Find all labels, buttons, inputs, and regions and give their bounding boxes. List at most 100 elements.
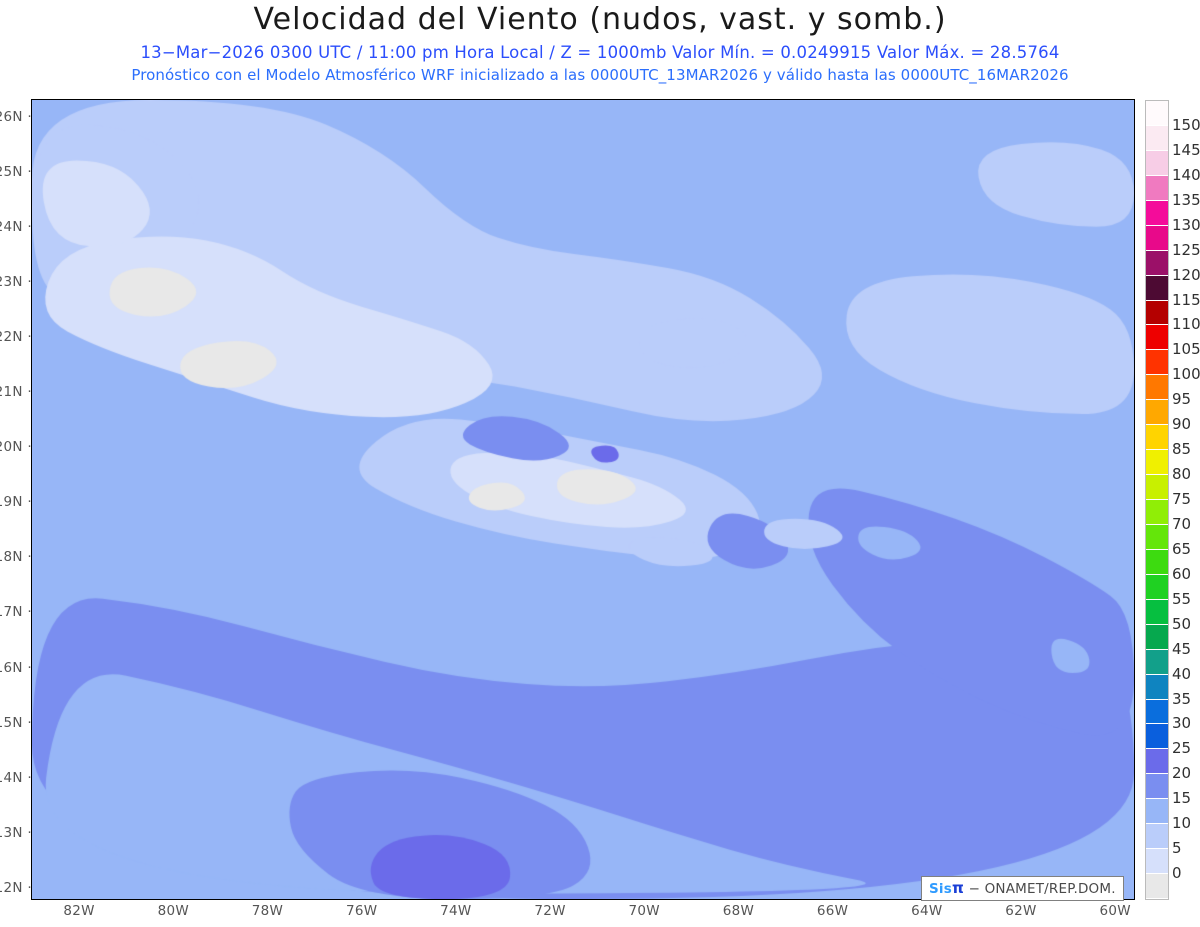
lon-tick-66W: 66W [816,903,849,919]
subtitle-model-info: Pronóstico con el Modelo Atmosférico WRF… [131,66,1069,84]
map-canvas [32,100,1134,899]
colorbar-cell [1146,175,1168,201]
colorbar-label-0: 0 [1172,864,1182,883]
colorbar-label-105: 105 [1172,340,1200,359]
lat-tick-21N: 21N · [0,384,32,401]
colorbar-cell [1146,450,1168,476]
colorbar-label-75: 75 [1172,490,1192,508]
colorbar-cell [1146,774,1168,800]
lat-tick-26N: 26N · [0,108,32,125]
colorbar-cell [1146,475,1168,500]
colorbar-label-20: 20 [1172,764,1192,783]
colorbar-label-120: 120 [1172,265,1200,284]
colorbar-label-140: 140 [1172,165,1200,184]
lat-tick-23N: 23N · [0,273,32,290]
colorbar-cell [1146,225,1168,251]
colorbar[interactable] [1145,100,1169,900]
colorbar-cell [1146,724,1168,750]
colorbar-label-15: 15 [1172,789,1192,808]
lat-tick-13N: 13N · [0,824,32,841]
lat-tick-19N: 19N · [0,494,32,511]
colorbar-label-110: 110 [1172,315,1200,334]
logo-org-text: ONAMET/REP.DOM. [984,881,1116,897]
lon-tick-70W: 70W [628,903,660,919]
colorbar-cell [1146,150,1168,176]
lat-tick-15N: 15N · [0,714,32,731]
logo-pi-icon: π [952,879,965,897]
map-plot-area[interactable] [31,99,1135,900]
provider-logo: Sisπ − ONAMET/REP.DOM. [921,876,1124,901]
lat-tick-22N: 22N · [0,328,32,345]
colorbar-cell [1146,400,1168,426]
colorbar-label-50: 50 [1172,614,1192,633]
colorbar-cell [1146,300,1168,326]
colorbar-label-145: 145 [1172,140,1200,159]
lon-tick-62W: 62W [1005,903,1037,919]
colorbar-label-90: 90 [1172,415,1192,434]
page-title: Velocidad del Viento (nudos, vast. y som… [253,2,947,37]
colorbar-label-115: 115 [1172,290,1200,309]
colorbar-cell [1146,674,1168,700]
colorbar-cell [1146,524,1168,550]
colorbar-label-85: 85 [1172,440,1192,459]
lat-tick-18N: 18N · [0,549,32,566]
colorbar-label-10: 10 [1172,814,1192,833]
colorbar-label-60: 60 [1172,564,1192,583]
colorbar-label-70: 70 [1172,514,1192,533]
colorbar-cell [1146,375,1168,401]
lon-tick-74W: 74W [440,903,472,919]
colorbar-label-80: 80 [1172,465,1192,484]
colorbar-label-30: 30 [1172,714,1192,733]
colorbar-cell [1146,500,1168,525]
colorbar-label-95: 95 [1172,390,1192,409]
lat-tick-25N: 25N · [0,163,32,180]
lat-tick-20N: 20N · [0,439,32,456]
colorbar-cell [1146,699,1168,725]
colorbar-cell [1146,125,1168,151]
colorbar-cell [1146,849,1168,875]
colorbar-label-100: 100 [1172,365,1200,384]
lat-tick-14N: 14N · [0,769,32,786]
colorbar-label-65: 65 [1172,539,1192,558]
colorbar-label-125: 125 [1172,240,1200,259]
lon-tick-76W: 76W [345,903,378,919]
subtitle-run-info: 13−Mar−2026 0300 UTC / 11:00 pm Hora Loc… [140,43,1060,62]
colorbar-cell [1146,275,1168,301]
colorbar-cell [1146,325,1168,351]
lat-tick-17N: 17N · [0,604,32,621]
lat-tick-24N: 24N · [0,218,32,235]
colorbar-label-130: 130 [1172,215,1200,234]
lat-tick-16N: 16N · [0,659,32,676]
colorbar-cell [1146,799,1168,825]
lon-tick-82W: 82W [63,903,95,919]
colorbar-cell [1146,200,1168,226]
colorbar-cell [1146,624,1168,650]
lon-tick-60W: 60W [1099,903,1131,919]
colorbar-cell [1146,649,1168,675]
logo-separator: − [964,881,985,897]
lon-tick-80W: 80W [157,903,189,919]
colorbar-label-55: 55 [1172,589,1192,608]
lon-tick-72W: 72W [534,903,566,919]
colorbar-label-150: 150 [1172,115,1200,134]
colorbar-label-40: 40 [1172,664,1192,683]
colorbar-cell [1146,425,1168,451]
colorbar-cell [1146,250,1168,276]
colorbar-cell [1146,599,1168,625]
lat-tick-12N: 12N · [0,879,32,896]
colorbar-cell [1146,549,1168,575]
colorbar-cell [1146,824,1168,850]
lon-tick-68W: 68W [722,903,755,919]
colorbar-label-5: 5 [1172,839,1182,858]
colorbar-tick-labels: 0 5 10 15 20 25 30 35 40 45 50 55 60 65 70 75 80 85 90 95 10… [1172,100,1200,900]
colorbar-cell [1146,874,1168,899]
lon-tick-64W: 64W [911,903,943,919]
colorbar-label-45: 45 [1172,639,1192,658]
lon-tick-78W: 78W [251,903,284,919]
colorbar-cell [1146,574,1168,600]
colorbar-cell [1146,350,1168,376]
colorbar-cell [1146,749,1168,775]
logo-sis-text: Sis [929,881,952,897]
colorbar-label-25: 25 [1172,739,1192,758]
